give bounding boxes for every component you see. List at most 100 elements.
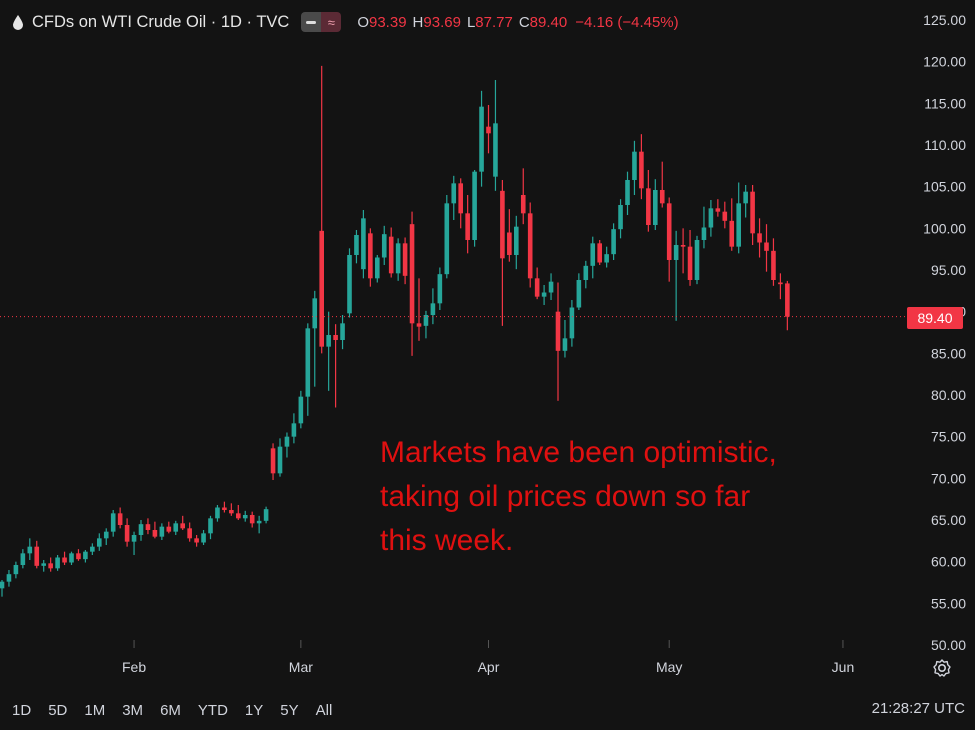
candle[interactable]: [479, 90, 484, 187]
candle[interactable]: [388, 227, 394, 278]
candle[interactable]: [83, 550, 88, 563]
candle[interactable]: [13, 561, 19, 579]
candle[interactable]: [646, 170, 651, 232]
candle[interactable]: [555, 282, 561, 401]
candle[interactable]: [653, 179, 658, 230]
candle[interactable]: [201, 530, 206, 545]
candle[interactable]: [687, 230, 693, 286]
candle[interactable]: [736, 182, 741, 254]
candle[interactable]: [131, 531, 137, 555]
candle[interactable]: [576, 273, 582, 310]
candle[interactable]: [242, 510, 248, 522]
candle[interactable]: [340, 315, 345, 350]
candle[interactable]: [507, 209, 512, 262]
candle[interactable]: [451, 175, 457, 220]
candle[interactable]: [284, 432, 290, 458]
candle[interactable]: [402, 237, 408, 285]
candle[interactable]: [500, 180, 505, 326]
wave-icon[interactable]: ≈: [321, 12, 342, 32]
candle[interactable]: [583, 260, 589, 289]
candle[interactable]: [48, 557, 53, 572]
candle[interactable]: [187, 522, 192, 542]
range-button-5d[interactable]: 5D: [48, 701, 68, 719]
candle[interactable]: [62, 551, 67, 565]
candle[interactable]: [124, 518, 130, 547]
candle[interactable]: [785, 280, 790, 331]
candle[interactable]: [166, 521, 172, 534]
candle[interactable]: [618, 199, 623, 239]
candle[interactable]: [680, 228, 686, 274]
candle[interactable]: [548, 273, 554, 300]
candle[interactable]: [778, 273, 783, 300]
candle[interactable]: [472, 170, 477, 247]
symbol-title[interactable]: CFDs on WTI Crude Oil · 1D · TVC: [32, 12, 290, 31]
candle[interactable]: [604, 246, 609, 268]
candle[interactable]: [771, 238, 776, 286]
candle[interactable]: [395, 238, 401, 281]
candle[interactable]: [270, 443, 276, 480]
annotation-text[interactable]: Markets have been optimistic, taking oil…: [380, 431, 860, 563]
candle[interactable]: [757, 218, 762, 258]
candle[interactable]: [159, 523, 165, 540]
candle[interactable]: [416, 278, 422, 341]
candle[interactable]: [263, 506, 269, 524]
candle[interactable]: [694, 235, 700, 285]
range-button-1d[interactable]: 1D: [12, 701, 32, 719]
candle[interactable]: [291, 413, 297, 444]
candle[interactable]: [229, 503, 234, 516]
candle[interactable]: [590, 236, 596, 279]
candle[interactable]: [659, 161, 665, 208]
candle[interactable]: [729, 198, 735, 251]
y-axis[interactable]: 125.00 120.00 115.00 110.00 105.00 100.00 95.0…: [923, 12, 966, 653]
candle[interactable]: [27, 538, 33, 560]
range-button-1y[interactable]: 1Y: [244, 701, 264, 719]
candle[interactable]: [347, 248, 352, 318]
candle[interactable]: [611, 223, 616, 260]
candle[interactable]: [76, 549, 81, 561]
candle[interactable]: [145, 518, 151, 535]
candle[interactable]: [326, 311, 331, 391]
range-button-6m[interactable]: 6M: [160, 701, 181, 719]
candle[interactable]: [138, 520, 144, 541]
candle[interactable]: [381, 225, 387, 265]
candle[interactable]: [236, 505, 241, 520]
candle[interactable]: [208, 515, 213, 540]
candle[interactable]: [423, 310, 429, 339]
candle[interactable]: [110, 510, 116, 537]
candle[interactable]: [41, 560, 46, 572]
candle[interactable]: [277, 438, 283, 477]
candle[interactable]: [534, 267, 540, 300]
candle[interactable]: [97, 533, 102, 551]
candle[interactable]: [520, 168, 526, 225]
candle[interactable]: [298, 390, 304, 429]
range-button-1m[interactable]: 1M: [84, 701, 106, 719]
candle[interactable]: [458, 178, 463, 229]
candle[interactable]: [354, 230, 359, 264]
candle[interactable]: [715, 199, 721, 217]
candle[interactable]: [368, 228, 373, 287]
candle[interactable]: [639, 134, 644, 200]
candle[interactable]: [430, 288, 436, 325]
candle[interactable]: [152, 521, 158, 539]
candle[interactable]: [625, 171, 630, 215]
candle[interactable]: [597, 240, 602, 265]
candle[interactable]: [194, 535, 199, 547]
candle[interactable]: [486, 105, 491, 154]
candle[interactable]: [701, 206, 707, 249]
hide-icon[interactable]: [301, 12, 322, 32]
candle[interactable]: [180, 515, 185, 530]
range-button-3m[interactable]: 3M: [122, 701, 144, 719]
candle[interactable]: [256, 515, 262, 534]
candle[interactable]: [743, 185, 748, 218]
candle[interactable]: [666, 197, 672, 282]
candle[interactable]: [90, 543, 95, 555]
range-button-all[interactable]: All: [315, 701, 333, 719]
range-button-5y[interactable]: 5Y: [280, 701, 299, 719]
candle[interactable]: [632, 140, 637, 195]
candle[interactable]: [69, 551, 74, 565]
candle[interactable]: [409, 211, 415, 356]
candle[interactable]: [222, 501, 227, 513]
candle[interactable]: [312, 290, 318, 387]
candle[interactable]: [34, 540, 40, 569]
visibility-toggle-group[interactable]: ≈: [301, 12, 342, 32]
